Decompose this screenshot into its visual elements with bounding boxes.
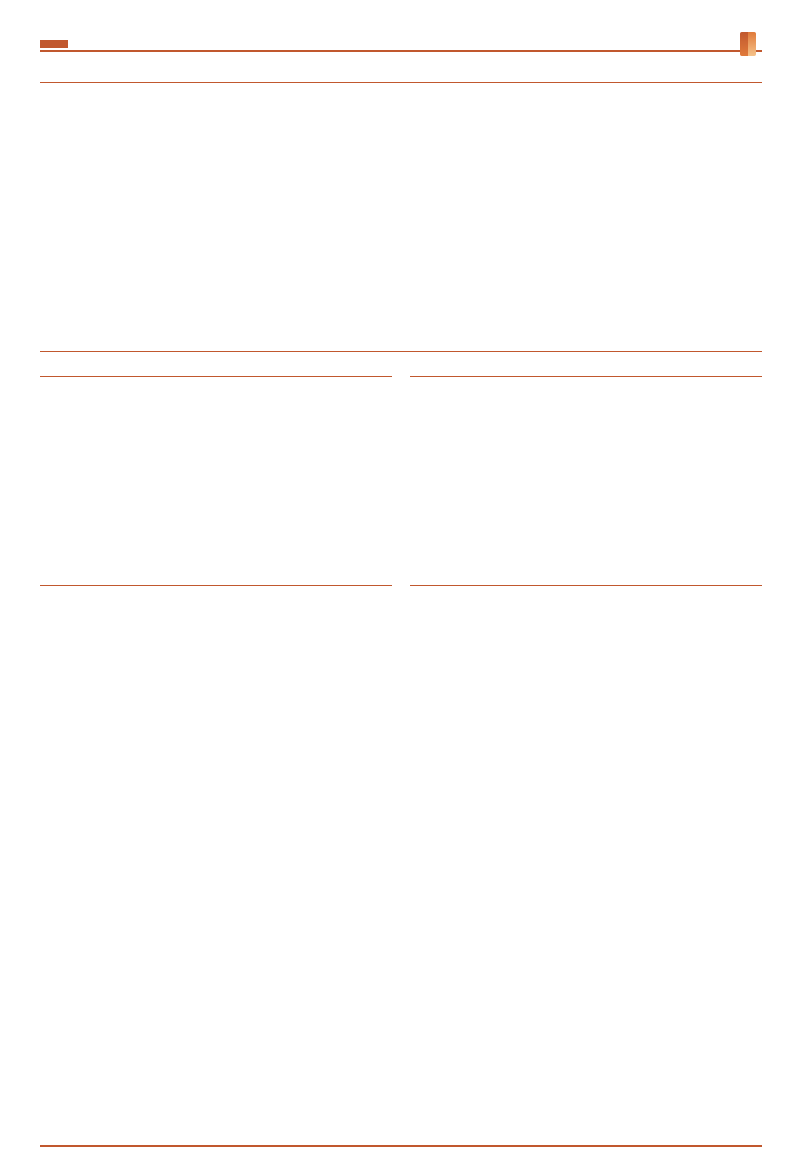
figure-2-chart: [40, 383, 392, 583]
figure-1-source: [40, 351, 762, 354]
page-bottom-rule: [40, 1145, 762, 1147]
figure-3-source: [410, 585, 762, 588]
page-header: [40, 32, 762, 56]
figure-1: [40, 78, 762, 354]
figure-3: [410, 372, 762, 588]
figure-3-caption: [410, 372, 762, 377]
figure-3-chart: [410, 383, 762, 583]
figure-2-source: [40, 585, 392, 588]
brand-logo: [740, 32, 762, 56]
figure-1-chart: [40, 89, 762, 349]
section-label: [40, 40, 68, 48]
figure-row-2-3: [40, 372, 762, 588]
figure-2: [40, 372, 392, 588]
figure-2-caption: [40, 372, 392, 377]
figure-1-caption: [40, 78, 762, 83]
page-top-rule: [40, 50, 762, 52]
logo-mark-icon: [740, 32, 756, 56]
